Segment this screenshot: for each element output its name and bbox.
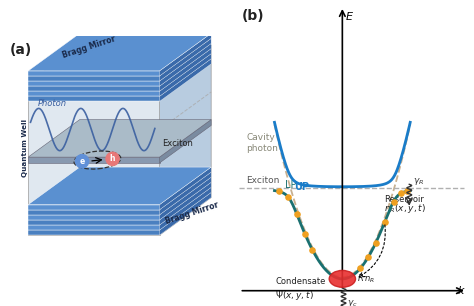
- Polygon shape: [160, 182, 211, 225]
- Polygon shape: [28, 81, 160, 86]
- Polygon shape: [28, 91, 160, 96]
- Circle shape: [75, 155, 89, 168]
- Polygon shape: [160, 39, 211, 81]
- Text: $\Psi(x,y,t)$: $\Psi(x,y,t)$: [275, 289, 314, 302]
- Polygon shape: [28, 71, 160, 76]
- Polygon shape: [160, 172, 211, 215]
- Point: [293, 212, 301, 217]
- Polygon shape: [28, 220, 160, 225]
- Polygon shape: [160, 43, 211, 86]
- Text: Bragg Mirror: Bragg Mirror: [62, 35, 117, 60]
- Polygon shape: [160, 54, 211, 96]
- Polygon shape: [28, 230, 160, 235]
- Polygon shape: [28, 83, 160, 235]
- Point: [309, 247, 316, 252]
- Point: [301, 231, 309, 236]
- Polygon shape: [28, 33, 211, 71]
- Text: Bragg Mirror: Bragg Mirror: [164, 200, 220, 226]
- Polygon shape: [160, 187, 211, 230]
- Polygon shape: [160, 177, 211, 220]
- Text: UP: UP: [294, 182, 309, 192]
- Text: $R\,n_R$: $R\,n_R$: [357, 273, 375, 285]
- Text: e: e: [80, 157, 85, 166]
- Polygon shape: [28, 86, 160, 91]
- Point: [372, 241, 379, 246]
- Circle shape: [106, 152, 119, 166]
- Polygon shape: [160, 59, 211, 101]
- Polygon shape: [28, 76, 160, 81]
- Text: Exciton: Exciton: [162, 139, 193, 148]
- Text: $\gamma_R$: $\gamma_R$: [413, 176, 424, 187]
- Text: $\gamma_c$: $\gamma_c$: [347, 298, 358, 306]
- Point: [403, 189, 411, 194]
- Polygon shape: [28, 45, 211, 83]
- Polygon shape: [160, 45, 211, 235]
- Text: (b): (b): [242, 9, 264, 23]
- Text: h: h: [110, 154, 115, 163]
- Polygon shape: [28, 205, 160, 210]
- Polygon shape: [28, 225, 160, 230]
- Point: [275, 189, 283, 194]
- Text: Exciton: Exciton: [246, 176, 280, 185]
- Text: Photon: Photon: [37, 99, 66, 108]
- Polygon shape: [160, 49, 211, 91]
- Point: [397, 191, 405, 196]
- Text: Cavity
photon: Cavity photon: [246, 132, 278, 153]
- Polygon shape: [28, 120, 211, 157]
- Polygon shape: [28, 210, 160, 215]
- Polygon shape: [28, 215, 160, 220]
- Polygon shape: [160, 167, 211, 210]
- Text: LP: LP: [285, 180, 297, 190]
- Point: [284, 194, 292, 199]
- Polygon shape: [28, 96, 160, 101]
- Text: Condensate: Condensate: [275, 278, 326, 286]
- Text: $n_R(x,y,t)$: $n_R(x,y,t)$: [384, 202, 426, 215]
- Point: [364, 255, 372, 260]
- Text: k: k: [458, 286, 465, 296]
- Ellipse shape: [329, 271, 356, 287]
- Text: Reservoir: Reservoir: [384, 195, 424, 204]
- Point: [390, 199, 397, 204]
- Polygon shape: [28, 167, 211, 205]
- Polygon shape: [160, 33, 211, 76]
- Point: [381, 220, 388, 225]
- Polygon shape: [160, 120, 211, 163]
- Text: (a): (a): [9, 43, 32, 57]
- Text: E: E: [346, 12, 353, 22]
- Point: [356, 266, 364, 271]
- Text: Quantum Well: Quantum Well: [22, 119, 28, 177]
- Polygon shape: [28, 157, 160, 163]
- Polygon shape: [160, 192, 211, 235]
